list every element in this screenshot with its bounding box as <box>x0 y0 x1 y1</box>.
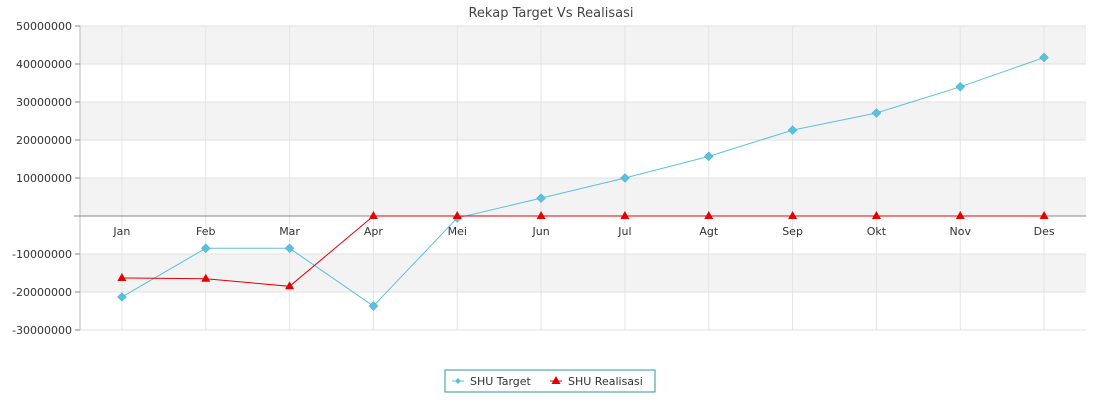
series-line <box>121 215 1045 287</box>
x-tick-label: Jan <box>112 225 130 238</box>
data-point-marker <box>787 125 798 135</box>
grid-lines <box>80 25 1086 331</box>
data-point-marker <box>536 193 546 203</box>
x-tick-label: Agt <box>699 225 719 238</box>
data-point-marker <box>703 151 714 162</box>
x-tick-label: Okt <box>867 225 887 238</box>
legend-item: SHU Target <box>452 375 532 388</box>
x-tick-label: Apr <box>364 225 384 238</box>
series-layer <box>117 52 1049 311</box>
data-point-marker <box>788 211 798 219</box>
legend-label: SHU Realisasi <box>568 375 643 388</box>
x-tick-labels: Jan Feb Mar Apr Mei Jun Jul Agt Sep Okt Nov Des <box>112 225 1054 238</box>
data-point-marker <box>620 211 630 219</box>
background-band <box>80 178 1086 216</box>
data-point-marker <box>871 211 881 219</box>
data-point-marker <box>620 173 630 183</box>
data-point-marker <box>452 211 462 219</box>
x-tick-label: Mar <box>279 225 300 238</box>
chart-title: Rekap Target Vs Realisasi <box>468 6 633 21</box>
background-band <box>80 26 1086 64</box>
background-bands <box>80 26 1086 292</box>
data-point-marker <box>955 211 965 219</box>
data-point-marker <box>284 243 295 254</box>
data-point-marker <box>536 211 546 219</box>
data-point-marker <box>201 273 211 282</box>
data-point-marker <box>368 211 378 219</box>
y-tick-label: 40000000 <box>16 58 72 71</box>
data-point-marker <box>955 81 966 92</box>
y-tick-label: -20000000 <box>12 286 72 299</box>
y-tick-label: 50000000 <box>16 20 72 33</box>
data-point-marker <box>200 243 211 254</box>
series-shu-target <box>117 52 1049 311</box>
data-point-marker <box>1039 52 1049 63</box>
series-line <box>121 57 1045 307</box>
x-tick-label: Jul <box>617 225 631 238</box>
x-tick-label: Nov <box>950 225 972 238</box>
data-point-marker <box>368 301 379 311</box>
data-point-marker <box>1039 211 1049 219</box>
y-tick-label: 20000000 <box>16 134 72 147</box>
data-point-marker <box>285 281 295 290</box>
data-point-marker <box>871 108 882 118</box>
x-tick-label: Des <box>1034 225 1055 238</box>
y-tick-label: 10000000 <box>16 172 72 185</box>
y-tick-label: 30000000 <box>16 96 72 109</box>
y-tick-label: -30000000 <box>12 324 72 337</box>
background-band <box>80 102 1086 140</box>
data-point-marker <box>117 292 127 302</box>
x-tick-label: Feb <box>196 225 215 238</box>
background-band <box>80 254 1086 292</box>
series-shu-realisasi <box>117 211 1049 290</box>
y-tick-labels: 50000000 40000000 30000000 20000000 10000000… <box>12 20 72 337</box>
data-point-marker <box>117 272 127 281</box>
x-tick-label: Jun <box>531 225 549 238</box>
legend-label: SHU Target <box>470 375 532 388</box>
data-point-marker <box>704 211 714 219</box>
legend-triangle-icon <box>551 376 561 384</box>
legend-item: SHU Realisasi <box>550 375 643 388</box>
legend-diamond-icon <box>455 378 461 384</box>
x-tick-label: Mei <box>448 225 467 238</box>
y-tick-label: -10000000 <box>12 248 72 261</box>
x-tick-label: Sep <box>782 225 803 238</box>
legend: SHU Target SHU Realisasi <box>444 369 656 393</box>
